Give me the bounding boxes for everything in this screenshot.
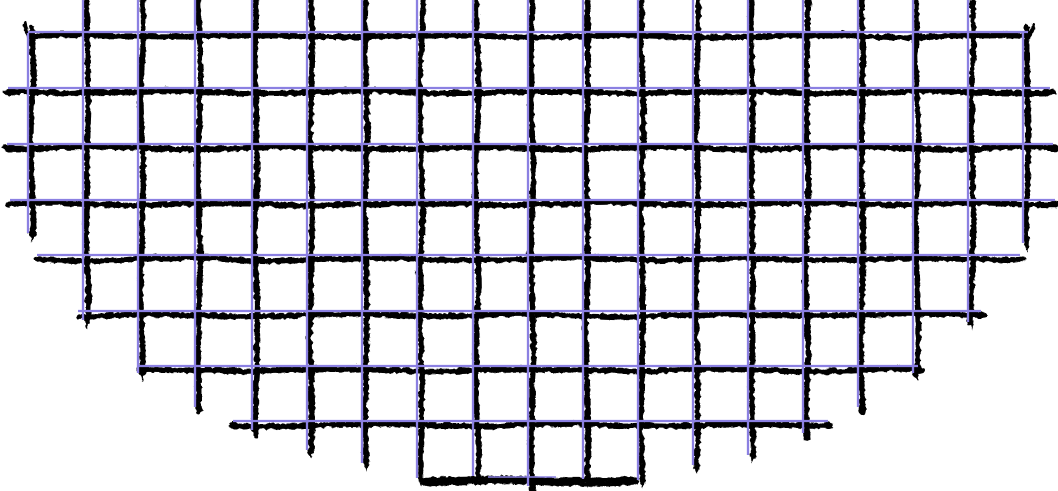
grid-vertical-line-11: [637, 0, 646, 483]
grid-vertical-line-9: [526, 0, 536, 489]
stroke-end-blob: [1042, 87, 1056, 95]
stroke-end-blob: [1047, 199, 1058, 207]
grid-vertical-line-1: [82, 0, 91, 323]
grid-vertical-line-10: [581, 0, 590, 482]
stroke-end-blob: [820, 420, 834, 428]
grid-vertical-line-14: [801, 0, 811, 436]
grid-vertical-line-6: [360, 0, 370, 466]
grid-vertical-line-18: [1021, 23, 1031, 246]
stroke-end-flick-up: [21, 21, 32, 37]
stroke-end-taper: [913, 372, 919, 381]
grid-vertical-line-7: [415, 0, 425, 481]
stroke-end-blob: [1, 143, 15, 151]
stroke-end-blob: [31, 254, 45, 262]
stroke-end-taper: [748, 454, 754, 463]
stroke-end-taper: [28, 232, 34, 241]
guide-lines-layer: [7, 0, 1055, 486]
stroke-end-blob: [418, 476, 432, 484]
stroke-end-taper: [83, 319, 89, 328]
grid-vertical-line-2: [136, 0, 146, 376]
stroke-end-blob: [1012, 254, 1026, 262]
grid-horizontal-line-3: [7, 198, 1058, 208]
stroke-end-blob: [624, 476, 638, 484]
stroke-end-taper: [968, 321, 974, 330]
stroke-end-blob: [1045, 143, 1058, 151]
stroke-end-taper: [307, 449, 313, 458]
grid-vertical-line-8: [471, 0, 481, 479]
stroke-end-blob: [4, 199, 18, 207]
stroke-end-taper: [693, 464, 699, 473]
grid-vertical-line-12: [691, 0, 701, 468]
grid-vertical-line-5: [305, 0, 315, 453]
grid-vertical-line-16: [911, 0, 921, 376]
stroke-end-taper: [138, 372, 144, 381]
grid-horizontal-line-2: [4, 142, 1056, 152]
stroke-end-blob: [802, 428, 810, 440]
stroke-end-taper: [1023, 242, 1029, 251]
stroke-end-flick-up: [1024, 21, 1035, 37]
grid-horizontal-line-5: [75, 309, 984, 319]
stroke-end-blob: [194, 402, 202, 414]
stroke-end-blob: [227, 420, 241, 428]
stroke-end-blob: [2, 87, 16, 95]
grid-vertical-line-13: [747, 0, 755, 458]
grid-vertical-line-4: [250, 0, 260, 433]
stroke-end-blob: [857, 402, 865, 414]
grid-vertical-line-17: [966, 0, 976, 325]
grid-vertical-line-0: [27, 23, 36, 236]
grid-horizontal-line-7: [230, 419, 831, 429]
stroke-end-blob: [973, 310, 987, 318]
stroke-end-taper: [362, 462, 368, 471]
stroke-end-taper: [638, 479, 644, 488]
